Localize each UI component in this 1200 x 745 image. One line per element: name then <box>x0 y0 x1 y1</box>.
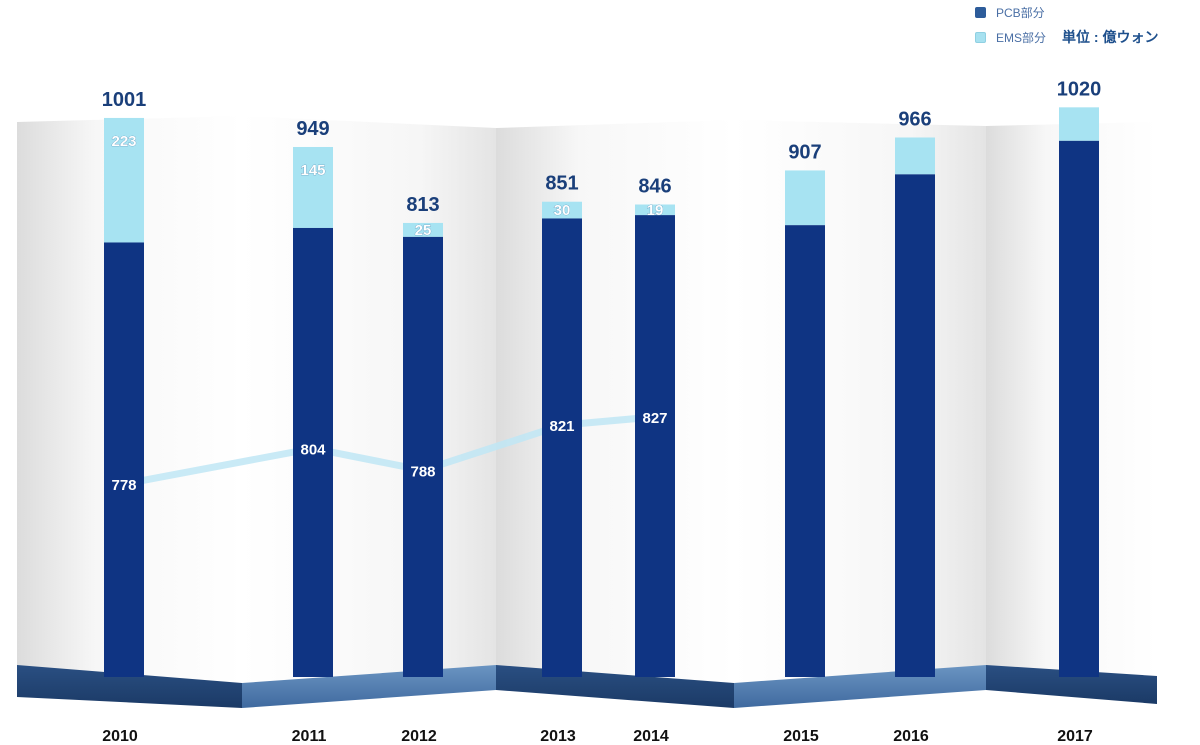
ems-label-2011: 145 <box>300 162 325 179</box>
bar-pcb-2010 <box>104 242 144 677</box>
total-label-2013: 851 <box>545 173 578 195</box>
x-tick-2014: 2014 <box>633 728 669 745</box>
pcb-label-2011: 804 <box>300 441 326 458</box>
background-panels <box>17 116 1157 696</box>
x-tick-2017: 2017 <box>1057 728 1093 745</box>
total-label-2017: 1020 <box>1057 78 1102 100</box>
x-tick-2016: 2016 <box>893 728 929 745</box>
labels-group: 1001 223 778 949 145 804 813 25 788 851 30 821 846 19… <box>102 78 1102 494</box>
total-label-2011: 949 <box>296 118 329 140</box>
total-label-2012: 813 <box>406 194 439 216</box>
bar-ems-2011 <box>293 146 333 228</box>
floor-segment-1 <box>17 665 242 708</box>
x-tick-2013: 2013 <box>540 728 576 745</box>
bars-group <box>104 107 1099 678</box>
legend-label-ems: EMS部分 <box>996 31 1047 45</box>
legend-item-pcb: PCB部分 <box>975 4 1045 21</box>
total-label-2010: 1001 <box>102 89 147 111</box>
bar-ems-2014 <box>635 204 675 216</box>
bar-ems-2013 <box>542 201 582 219</box>
legend-label-pcb: PCB部分 <box>996 6 1045 20</box>
bar-ems-2016 <box>895 137 935 175</box>
legend-item-ems: EMS部分 <box>975 29 1046 46</box>
ems-label-2012: 25 <box>415 222 432 239</box>
x-tick-2015: 2015 <box>783 728 819 745</box>
total-label-2016: 966 <box>898 108 931 130</box>
panel-3 <box>496 120 734 690</box>
bar-pcb-2013 <box>542 218 582 677</box>
ems-label-2014: 19 <box>647 202 664 219</box>
ems-label-2010: 223 <box>111 133 136 150</box>
pcb-label-2014: 827 <box>642 410 667 427</box>
pcb-label-2010: 778 <box>111 477 136 494</box>
pcb-label-2013: 821 <box>549 418 574 435</box>
x-tick-2011: 2011 <box>292 728 327 745</box>
panel-2 <box>242 116 496 690</box>
bar-pcb-2016 <box>895 174 935 677</box>
bar-pcb-2014 <box>635 215 675 678</box>
ems-label-2013: 30 <box>554 202 571 219</box>
pcb-label-2012: 788 <box>410 463 435 480</box>
bar-ems-2012 <box>403 222 443 237</box>
x-tick-2012: 2012 <box>401 728 437 745</box>
total-label-2014: 846 <box>638 176 671 198</box>
panel-4 <box>734 120 986 690</box>
floor-segment-5 <box>986 665 1157 704</box>
bar-pcb-2017 <box>1059 140 1099 678</box>
bar-pcb-2015 <box>785 225 825 677</box>
total-label-2015: 907 <box>788 141 821 163</box>
bar-ems-2010 <box>104 117 144 243</box>
legend-swatch-ems <box>975 32 986 43</box>
bar-ems-2017 <box>1059 107 1099 141</box>
bar-pcb-2012 <box>403 236 443 678</box>
legend: PCB部分 EMS部分 <box>975 2 1195 46</box>
bar-ems-2015 <box>785 170 825 226</box>
legend-swatch-pcb <box>975 7 986 18</box>
x-axis: 2010 2011 2012 2013 2014 2015 2016 2017 <box>102 728 1093 745</box>
unit-label: 単位 : 億ウォン <box>1062 29 1159 45</box>
x-tick-2010: 2010 <box>102 728 138 745</box>
bar-pcb-2011 <box>293 227 333 677</box>
